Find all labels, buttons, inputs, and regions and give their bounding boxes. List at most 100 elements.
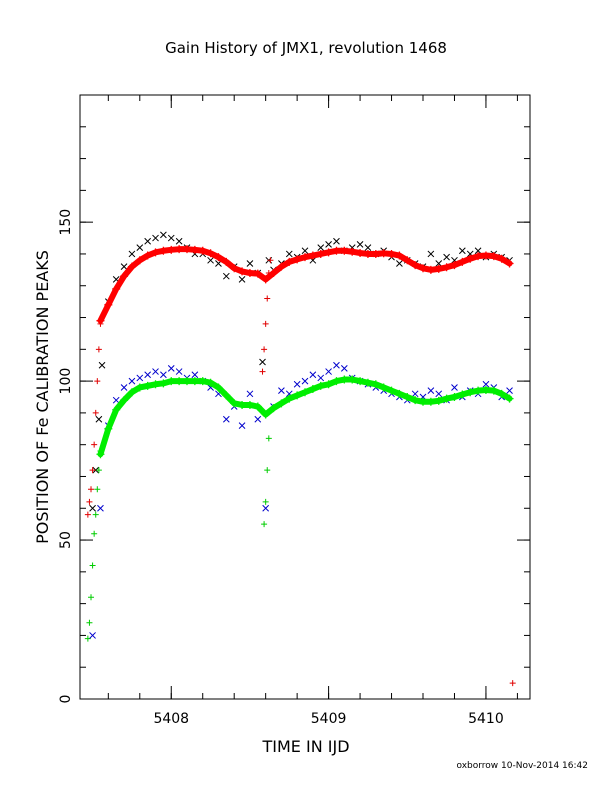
data-point <box>89 562 96 569</box>
data-point <box>451 384 458 391</box>
series-4 <box>96 245 514 325</box>
data-point <box>450 393 459 401</box>
data-point <box>411 261 420 270</box>
data-point <box>262 498 269 505</box>
data-point <box>191 371 199 379</box>
data-point <box>442 263 451 272</box>
data-point <box>395 251 404 260</box>
data-point <box>474 252 483 261</box>
data-point <box>259 358 266 366</box>
data-point <box>94 486 101 493</box>
data-point <box>91 441 98 448</box>
data-point <box>128 250 136 258</box>
data-point <box>427 387 435 394</box>
data-point <box>95 467 102 474</box>
data-point <box>222 391 231 400</box>
data-point <box>135 256 144 265</box>
data-point <box>269 269 278 278</box>
data-point <box>505 394 514 403</box>
data-point <box>489 386 498 395</box>
data-point <box>267 257 274 264</box>
data-point <box>387 249 396 258</box>
series-2 <box>84 435 272 642</box>
data-point <box>112 284 121 293</box>
data-point <box>442 394 451 403</box>
data-point <box>264 467 271 474</box>
data-point <box>396 260 403 267</box>
data-point <box>222 272 230 280</box>
data-point <box>89 467 96 474</box>
x-tick-labels: 5408 5409 5410 <box>153 711 503 727</box>
data-point <box>160 371 167 379</box>
series-1 <box>84 257 516 687</box>
data-point <box>363 378 372 387</box>
data-point <box>324 248 333 257</box>
data-point <box>333 237 340 245</box>
data-point <box>333 361 340 369</box>
data-point <box>128 377 136 385</box>
data-point <box>222 257 231 266</box>
data-point <box>238 267 247 276</box>
data-point <box>167 245 176 254</box>
x-tick-label: 5408 <box>153 711 189 727</box>
data-point <box>98 361 106 369</box>
data-point <box>182 377 191 386</box>
x-tick-label: 5410 <box>468 711 504 727</box>
axis-ticks <box>80 94 530 700</box>
data-point <box>151 248 160 257</box>
data-point <box>293 391 302 400</box>
data-point <box>481 251 490 260</box>
data-point <box>120 263 128 271</box>
data-point <box>403 393 412 401</box>
y-axis-label: POSITION OF Fe CALIBRATION PEAKS <box>33 250 52 544</box>
data-point <box>497 389 506 398</box>
data-point <box>245 400 254 409</box>
data-point <box>206 249 215 258</box>
data-point <box>474 247 482 255</box>
data-point <box>332 377 341 386</box>
data-point <box>143 251 152 260</box>
data-point <box>411 396 420 405</box>
data-point <box>92 466 100 474</box>
data-point <box>253 269 262 278</box>
data-point <box>356 241 364 248</box>
data-point <box>92 409 99 416</box>
data-point <box>466 254 475 263</box>
data-point <box>167 234 175 242</box>
data-point <box>403 256 412 265</box>
data-point <box>143 381 152 390</box>
data-point <box>238 422 246 429</box>
data-point <box>92 511 99 518</box>
data-point <box>88 486 95 493</box>
data-point <box>356 377 365 386</box>
data-point <box>175 237 183 245</box>
data-point <box>206 378 215 387</box>
data-point <box>301 388 309 397</box>
data-series <box>84 231 516 687</box>
y-tick-label: 100 <box>58 368 74 395</box>
data-point <box>160 231 167 239</box>
data-point <box>301 247 309 255</box>
data-point <box>144 371 152 379</box>
data-point <box>269 404 278 413</box>
data-point <box>426 397 435 406</box>
data-point <box>120 384 128 391</box>
data-point <box>167 377 176 386</box>
data-point <box>474 386 483 395</box>
data-point <box>91 530 98 537</box>
data-point <box>419 264 428 273</box>
data-point <box>387 386 396 395</box>
data-point <box>261 275 270 284</box>
data-point <box>481 386 490 395</box>
y-tick-label: 150 <box>58 209 74 236</box>
data-point <box>104 424 113 433</box>
data-point <box>120 396 129 405</box>
data-point <box>175 245 184 254</box>
y-tick-label: 0 <box>58 695 74 704</box>
data-point <box>238 400 247 409</box>
data-point <box>190 245 199 254</box>
data-point <box>301 253 309 262</box>
data-point <box>278 387 285 394</box>
data-point <box>348 375 357 384</box>
data-point <box>198 246 207 255</box>
